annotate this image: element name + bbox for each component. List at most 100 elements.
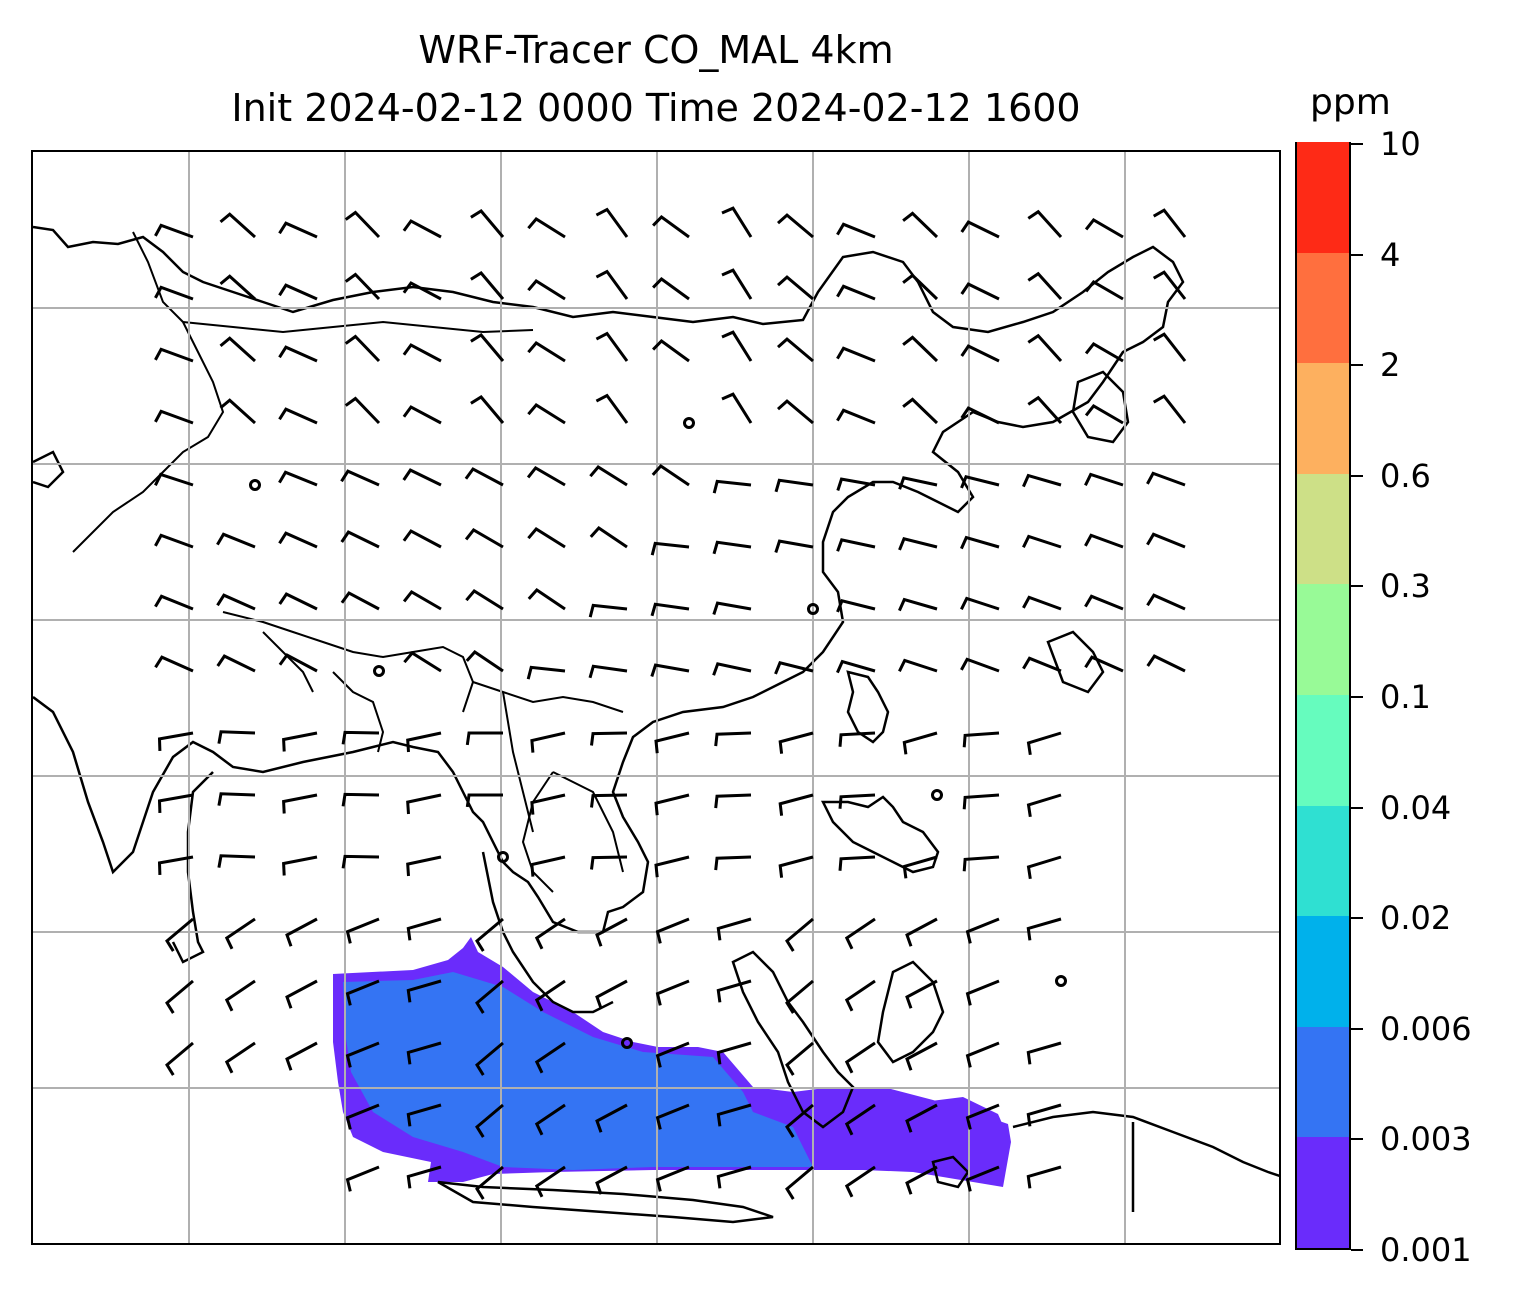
wind-barb <box>714 793 752 809</box>
wind-barb <box>655 917 690 944</box>
wind-barb <box>905 979 938 1009</box>
wind-barb <box>716 1165 752 1189</box>
wind-barb <box>278 531 318 549</box>
wind-barb <box>527 341 566 363</box>
wind-barb <box>157 731 194 751</box>
wind-barb <box>1084 472 1124 487</box>
wind-barb <box>1152 270 1187 300</box>
wind-barb <box>1022 534 1062 549</box>
wind-barb <box>1026 793 1062 818</box>
calm-wind-marker <box>497 851 509 863</box>
country-borders <box>72 231 624 893</box>
wind-barb <box>526 466 566 487</box>
wind-barb <box>960 657 1000 673</box>
wind-barb <box>534 1165 566 1198</box>
wind-barb <box>960 344 1000 363</box>
wind-barb <box>534 1041 566 1074</box>
colorbar-segment <box>1297 473 1349 585</box>
wind-barb <box>774 661 814 675</box>
wind-barb <box>651 464 690 487</box>
wind-barb <box>962 731 1000 748</box>
wind-barb <box>712 479 752 494</box>
wind-barb <box>1084 404 1124 425</box>
wind-barb <box>154 223 194 239</box>
wind-barb <box>650 663 690 677</box>
wind-barb <box>778 731 814 754</box>
wind-barb <box>1027 209 1063 239</box>
wind-barb <box>774 478 814 493</box>
wind-barb <box>224 917 256 950</box>
wind-barb <box>475 1041 504 1076</box>
colorbar-tick-label: 0.006 <box>1380 1009 1472 1048</box>
wind-barb <box>402 281 442 301</box>
colorbar-tick <box>1351 143 1363 145</box>
wind-barb <box>402 590 442 611</box>
wind-barb <box>785 917 814 952</box>
wind-barb <box>465 731 503 746</box>
wind-barb <box>960 282 1000 301</box>
wind-barb <box>836 284 876 301</box>
wind-barb <box>278 221 318 239</box>
wind-barb <box>406 1103 442 1127</box>
wind-barb <box>527 279 566 301</box>
colorbar <box>1295 141 1351 1250</box>
wind-barb <box>224 1041 256 1074</box>
wind-barb <box>785 1041 814 1076</box>
wind-barb <box>219 336 257 363</box>
wind-barb <box>844 1103 876 1136</box>
wind-barb <box>836 222 876 239</box>
wind-barb <box>902 731 938 755</box>
wind-barb <box>589 526 628 549</box>
colorbar-segment <box>1297 805 1349 917</box>
wind-barb <box>595 269 629 300</box>
wind-barb <box>590 793 628 808</box>
wind-barb <box>217 792 256 806</box>
wind-barb <box>844 1165 876 1198</box>
wind-barb <box>836 346 876 363</box>
wind-barb <box>965 917 1000 944</box>
wind-barb <box>470 271 505 300</box>
wind-barb <box>340 591 380 611</box>
wind-barb <box>655 1103 690 1130</box>
wind-barb <box>154 594 194 611</box>
wind-barb <box>902 273 939 301</box>
wind-barb <box>470 209 505 238</box>
wind-barb <box>345 1041 380 1068</box>
wind-barb <box>1084 218 1124 239</box>
wind-barb <box>1084 533 1124 549</box>
wind-barb <box>165 1041 194 1076</box>
colorbar-tick-label: 4 <box>1380 235 1401 274</box>
wind-barb <box>224 979 256 1012</box>
wind-barb <box>655 1165 690 1192</box>
wind-barb <box>217 854 256 868</box>
wind-barb <box>838 731 876 747</box>
map-panel <box>31 150 1281 1245</box>
wind-barb <box>844 979 876 1012</box>
colorbar-tick <box>1351 585 1363 588</box>
calm-wind-marker <box>373 665 385 677</box>
wind-barb <box>898 476 938 490</box>
colorbar-tick-label: 0.6 <box>1380 456 1431 495</box>
wind-barb <box>965 1165 1000 1192</box>
colorbar-tick <box>1351 1249 1363 1251</box>
wind-barb <box>216 593 256 611</box>
wind-barb <box>345 1165 380 1192</box>
wind-barb <box>902 397 939 425</box>
wind-barb <box>655 1041 690 1068</box>
wind-barb <box>465 793 503 808</box>
wind-barb <box>344 272 381 301</box>
wind-barb <box>470 395 505 424</box>
wind-barb <box>165 979 194 1014</box>
wind-barb <box>1084 594 1124 611</box>
wind-barb <box>844 1041 876 1074</box>
calm-wind-marker <box>249 479 261 491</box>
wind-barb <box>345 979 380 1006</box>
wind-barb <box>345 1103 380 1130</box>
wind-barb <box>721 268 753 300</box>
wind-barb <box>282 855 318 876</box>
wind-barb <box>590 855 628 870</box>
wind-barb <box>157 855 194 875</box>
wind-barb <box>960 475 1000 489</box>
wind-barb <box>527 588 566 611</box>
wind-barb <box>1146 593 1186 611</box>
